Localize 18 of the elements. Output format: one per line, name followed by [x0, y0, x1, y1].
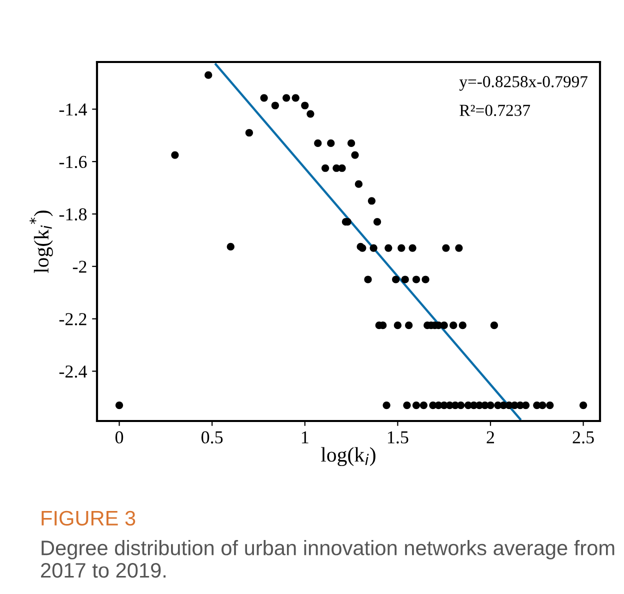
x-tick-label: 1 [302, 431, 308, 444]
y-tick-label: -1.6 [59, 156, 87, 168]
caption: FIGURE 3 [42, 510, 136, 526]
y-tick-label: -1.4 [59, 104, 87, 116]
annotation: R²=0.7237 [460, 104, 530, 116]
x-tick-label: 2 [486, 431, 494, 444]
x-tick-label: 0.5 [201, 431, 223, 444]
y-tick-label: -2 [72, 260, 86, 273]
x-axis-title: log(k$_{i}$) [321, 447, 376, 466]
x-tick-label: 1.5 [388, 431, 408, 444]
annotation: y=-0.8258x-0.7997 [459, 76, 588, 91]
y-tick-label: -1.8 [59, 208, 87, 221]
text: Degree distribution of urban innovation networks average from 2017 to 2019. [41, 540, 614, 578]
x-tick-label: 2.5 [572, 431, 594, 444]
y-tick-label: -2.2 [59, 313, 86, 326]
y-axis-title: log(k$_{i}$$^{*}$) [30, 210, 53, 274]
x-tick-label: 0 [115, 431, 124, 444]
y-tick-label: -2.4 [59, 366, 87, 378]
